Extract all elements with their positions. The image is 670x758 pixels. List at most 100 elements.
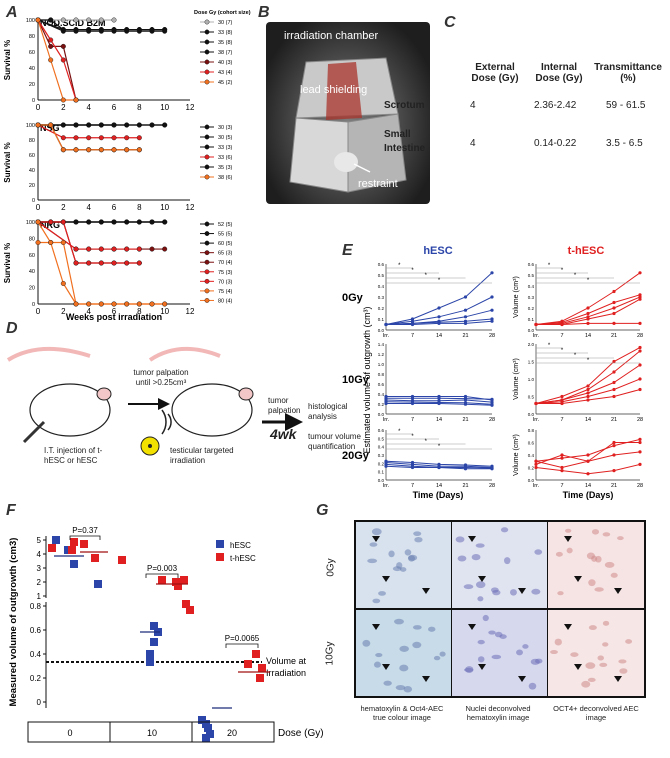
y-tick-label: 0.4 [378,445,385,450]
growth-point [586,317,590,321]
growth-point [463,321,468,325]
growth-point [638,450,642,454]
cell-nucleus [610,572,618,578]
x-tick-label: 6 [112,203,117,212]
panel-letter-f: F [6,502,16,519]
cell-nucleus [504,557,511,565]
cell-nucleus [535,658,543,664]
mouse1-body [29,383,111,437]
y-tick-label: 0.2 [378,402,385,407]
legend-marker [204,134,210,140]
x-tick-label: 2 [61,203,66,212]
growth-point [534,465,538,470]
growth-point [490,295,494,299]
x-tick-label: 21 [611,333,617,339]
survival-point [98,246,104,252]
irr-label-2: Irradiation [266,668,306,678]
y-tick-label: 1.5 [528,360,535,365]
growth-point [384,322,388,327]
marker-arrowhead [614,676,622,682]
survival-point [60,97,66,103]
survival-point [136,28,142,34]
legend-label: 70 (3) [218,279,233,285]
growth-point [612,370,616,374]
survival-point [60,147,66,153]
survival-point [124,246,130,252]
survival-point [48,37,54,43]
growth-point [586,391,590,395]
row-label-0gy: 0Gy [325,558,337,577]
irradiation-waves [161,409,172,435]
caption-true-colour: hematoxylin & Oct4-AEC true colour image [360,704,444,722]
y-tick-label: 0.6 [378,428,385,433]
survival-point [149,301,155,307]
legend-marker [204,19,210,25]
legend-label: 52 (5) [218,222,233,228]
survival-point [73,246,79,252]
growth-point [437,306,441,310]
hesc-point [150,638,158,646]
survival-point [98,135,104,141]
y-tick-label: 20 [29,82,35,88]
header-internal: Internal Dose (Gy) [535,62,583,84]
row-scrotum-internal: 2.36-2.42 [534,100,577,111]
x-tick-label: 8 [137,103,142,112]
legend-label: 30 (3) [218,125,233,131]
thesc-point [256,674,264,682]
survival-point [149,28,155,34]
dose-tick-label: 10 [147,728,157,738]
hesc-point [94,580,102,588]
survival-point [73,301,79,307]
micro-10gy-true [356,610,451,696]
y-tick-label: 0.8 [528,428,535,433]
cell-nucleus [595,555,602,563]
cell-nucleus [463,584,474,590]
growth-point [463,295,468,299]
survival-point [111,17,117,23]
hesc-point [52,536,60,544]
survival-point [60,281,66,287]
sig-star: * [398,429,401,435]
y-axis-title: Measured volume of outgrowth (cm3) [8,538,19,707]
row-scrotum-external: 4 [470,100,476,111]
syringe-icon [22,420,46,444]
survival-point [111,301,117,307]
growth-point [586,306,590,310]
thesc-point [91,554,99,562]
survival-point [111,260,117,266]
cell-nucleus [457,555,467,562]
growth-point [384,464,388,468]
row-scrotum-trans: 59 - 61.5 [606,100,646,111]
growth-point [586,387,590,392]
y-tick-label: 0 [32,302,35,308]
survival-line [37,19,77,101]
y-tick-label: 100 [26,123,35,129]
cell-nucleus [534,549,543,555]
dose-group-0 [48,536,126,588]
y-tick-label: 2 [37,578,42,587]
cell-nucleus [362,639,371,647]
legend-marker [204,288,210,294]
cell-nucleus [399,664,409,672]
x-tick-label: 28 [489,333,495,339]
cell-nucleus [599,662,608,668]
pvalue-label: P=0.0065 [225,634,260,643]
survival-point [124,301,130,307]
marker-arrowhead [574,664,582,670]
x-title-right: Time (Days) [563,490,614,500]
survival-point [86,147,92,153]
x-tick-label: 14 [585,417,591,423]
cell-nucleus [625,639,633,644]
marker-arrowhead [614,588,622,594]
x-tick-label: 14 [585,483,591,489]
hesc-point [70,560,78,568]
y-tick-label: 80 [29,34,35,40]
x-tick-label: 2 [61,307,66,316]
survival-point [111,135,117,141]
x-tick-label: 10 [160,307,169,316]
growth-point [410,322,415,327]
legend-label: 33 (3) [218,145,233,151]
cell-nucleus [475,543,485,548]
irradiation-chamber-photo: irradiation chamber lead shielding restr… [266,22,430,204]
